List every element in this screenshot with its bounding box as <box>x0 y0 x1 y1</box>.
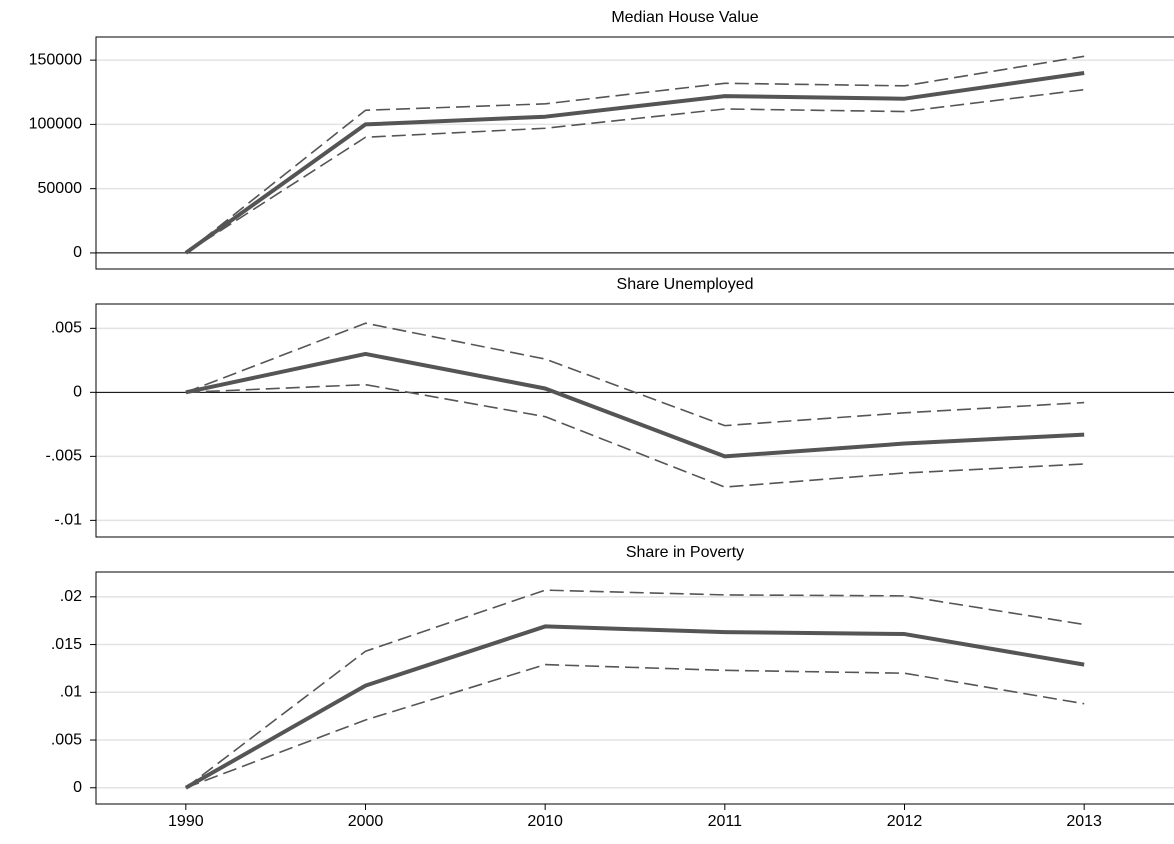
y-tick-label: 50000 <box>38 180 83 197</box>
ci-line <box>185 322 1085 427</box>
panel-title: Median House Value <box>611 9 758 26</box>
plot-frame <box>95 36 1174 270</box>
x-tick-label: 2012 <box>887 813 923 830</box>
ci-line <box>185 88 1085 254</box>
y-tick-label: -.01 <box>54 512 82 529</box>
y-tick-label: .005 <box>51 731 82 748</box>
ci-line <box>185 663 1085 789</box>
y-tick-label: 0 <box>73 384 82 401</box>
panel-title: Share in Poverty <box>626 544 744 561</box>
x-tick-label: 2011 <box>708 813 743 830</box>
ci-line <box>185 589 1085 789</box>
y-tick-label: .02 <box>60 588 82 605</box>
y-tick-label: .015 <box>51 636 82 653</box>
y-tick-label: .01 <box>60 684 82 701</box>
estimate-line <box>185 351 1085 459</box>
x-tick-label: 1990 <box>168 813 204 830</box>
plot-frame <box>95 303 1174 538</box>
plot-frame <box>95 571 1174 805</box>
y-tick-label: 0 <box>73 244 82 261</box>
estimate-line <box>184 71 1085 255</box>
x-tick-label: 2013 <box>1066 813 1102 830</box>
y-tick-label: 150000 <box>29 51 82 68</box>
y-tick-label: 100000 <box>29 116 82 133</box>
ci-line <box>185 383 1085 488</box>
estimate-line <box>184 624 1085 790</box>
y-tick-label: 0 <box>73 779 82 796</box>
y-tick-label: .005 <box>51 320 82 337</box>
panel-title: Share Unemployed <box>617 276 754 293</box>
y-tick-label: -.005 <box>46 448 83 465</box>
x-tick-label: 2010 <box>527 813 563 830</box>
ci-line <box>185 55 1085 254</box>
x-tick-label: 2000 <box>348 813 384 830</box>
